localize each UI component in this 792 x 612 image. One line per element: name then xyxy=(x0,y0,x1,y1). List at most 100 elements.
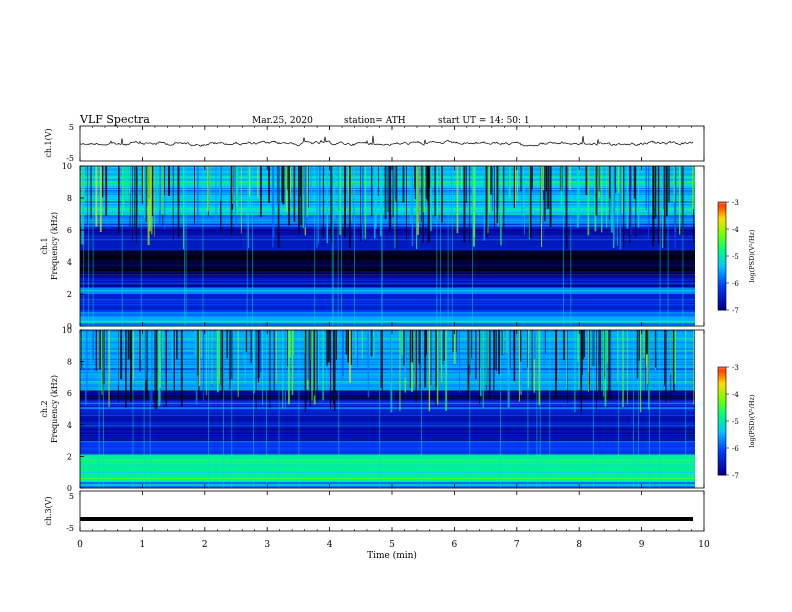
ch1-ytick-bottom: -5 xyxy=(66,154,74,163)
colorbar-segment xyxy=(718,220,726,223)
spectrogram-sferic xyxy=(201,330,202,358)
spectrogram-line xyxy=(80,462,695,464)
spectrogram-sferic xyxy=(233,166,235,192)
spectrogram-sferic xyxy=(667,166,670,203)
spectrogram-sferic xyxy=(600,330,601,395)
colorbar-segment xyxy=(718,448,726,451)
spectrogram-line xyxy=(80,484,695,486)
spectrogram-sferic xyxy=(285,166,288,212)
spectrogram-line xyxy=(80,330,695,332)
spectrogram-sferic xyxy=(162,330,164,360)
spectrogram-sferic xyxy=(577,330,579,362)
colorbar-tick-label: -7 xyxy=(732,472,739,480)
spectrogram-line xyxy=(80,235,695,236)
spectrogram-line xyxy=(80,182,695,184)
spectrogram-sferic xyxy=(80,166,82,245)
colorbar-segment xyxy=(718,413,726,417)
spectrogram-line xyxy=(80,348,695,350)
spectrogram-sferic xyxy=(154,166,155,237)
colorbar-label: log(PSD)(V²/Hz) xyxy=(748,394,756,447)
spectrogram-sferic xyxy=(674,166,677,249)
date-label: Mar.25, 2020 xyxy=(252,116,313,126)
spectrogram-sferic xyxy=(91,330,93,383)
spectrogram-sferic xyxy=(269,330,271,393)
spectrogram-sferic xyxy=(662,166,664,249)
spectrogram-line xyxy=(80,320,695,322)
spectrogram-sferic xyxy=(353,166,355,239)
spectrogram-sferic xyxy=(471,330,473,359)
spectrogram-sferic xyxy=(287,330,289,367)
spectrogram-sferic xyxy=(215,166,217,222)
colorbar-segment xyxy=(718,211,726,214)
spectrogram-sferic xyxy=(125,166,126,198)
spectrogram-sferic xyxy=(674,330,676,384)
spectrogram-sferic xyxy=(205,330,207,396)
spectrogram-sferic xyxy=(105,166,107,190)
colorbar-segment xyxy=(718,270,726,273)
spectrogram-sferic xyxy=(565,166,568,250)
colorbar-segment xyxy=(718,261,726,264)
colorbar-segment xyxy=(718,385,726,388)
spectrogram-line xyxy=(80,226,695,228)
colorbar-segment xyxy=(718,212,726,216)
spectrogram-sferic xyxy=(275,330,277,383)
colorbar-segment xyxy=(718,440,726,444)
colorbar-segment xyxy=(718,238,726,241)
spectrogram-line xyxy=(80,217,695,219)
spectrogram-sferic xyxy=(341,166,342,326)
spectrogram-line xyxy=(80,264,695,266)
spectrogram-line xyxy=(80,300,695,302)
spectrogram-line xyxy=(80,452,695,455)
spectrogram-sferic xyxy=(103,330,104,488)
spectrogram-sferic xyxy=(485,330,487,385)
colorbar-segment xyxy=(718,268,726,271)
xtick-label: 5 xyxy=(389,540,395,550)
spectrogram-sferic xyxy=(424,330,427,388)
xtick-label: 4 xyxy=(327,540,333,550)
spectrogram-sferic xyxy=(155,166,157,206)
colorbar-segment xyxy=(718,368,726,372)
spectrogram-sferic xyxy=(610,166,613,233)
spectrogram-sferic xyxy=(576,166,579,228)
spectrogram-line xyxy=(80,375,695,377)
ytick-label: 10 xyxy=(62,162,72,171)
spectrogram-line xyxy=(80,284,695,286)
spectrogram-sferic xyxy=(90,330,92,374)
spectrogram-sferic xyxy=(645,166,647,210)
colorbar-segment xyxy=(718,272,726,275)
spectrogram-sferic xyxy=(245,330,248,352)
spectrogram-sferic xyxy=(396,166,398,250)
spectrogram-line xyxy=(80,260,695,262)
spectrogram-sferic xyxy=(513,166,515,209)
ch1-spectrogram xyxy=(80,166,704,327)
spectrogram-line xyxy=(80,478,695,479)
spectrogram-sferic xyxy=(158,330,160,407)
spectrogram-sferic xyxy=(266,330,267,488)
spectrogram-sferic xyxy=(313,330,316,396)
spectrogram-sferic xyxy=(87,166,88,225)
spectrogram-sferic xyxy=(282,330,284,410)
spectrogram-sferic xyxy=(467,330,470,401)
spectrogram-sferic xyxy=(636,330,639,379)
spectrogram-sferic xyxy=(629,166,631,244)
colorbar-segment xyxy=(718,234,726,237)
spectrogram-sferic xyxy=(322,330,324,401)
spectrogram-line xyxy=(80,440,695,442)
spectrogram-sferic xyxy=(288,330,290,364)
spectrogram-sferic xyxy=(633,330,634,488)
spectrogram-sferic xyxy=(246,166,248,326)
spectrogram-sferic xyxy=(229,330,231,390)
colorbar-segment xyxy=(718,227,726,230)
spectrogram-sferic xyxy=(480,330,482,397)
spectrogram-line xyxy=(80,290,695,292)
spectrogram-sferic xyxy=(692,166,695,209)
spectrogram-sferic xyxy=(347,330,349,363)
spectrogram-sferic xyxy=(574,330,576,413)
spectrogram-sferic xyxy=(381,330,383,392)
xtick-label: 6 xyxy=(452,540,458,550)
spectrogram-sferic xyxy=(141,166,143,204)
spectrogram-sferic xyxy=(361,166,364,240)
spectrogram-sferic xyxy=(99,166,102,232)
ch3-waveform-panel: 5 -5 ch.3(V) xyxy=(44,490,705,533)
spectrogram-sferic xyxy=(244,330,246,383)
